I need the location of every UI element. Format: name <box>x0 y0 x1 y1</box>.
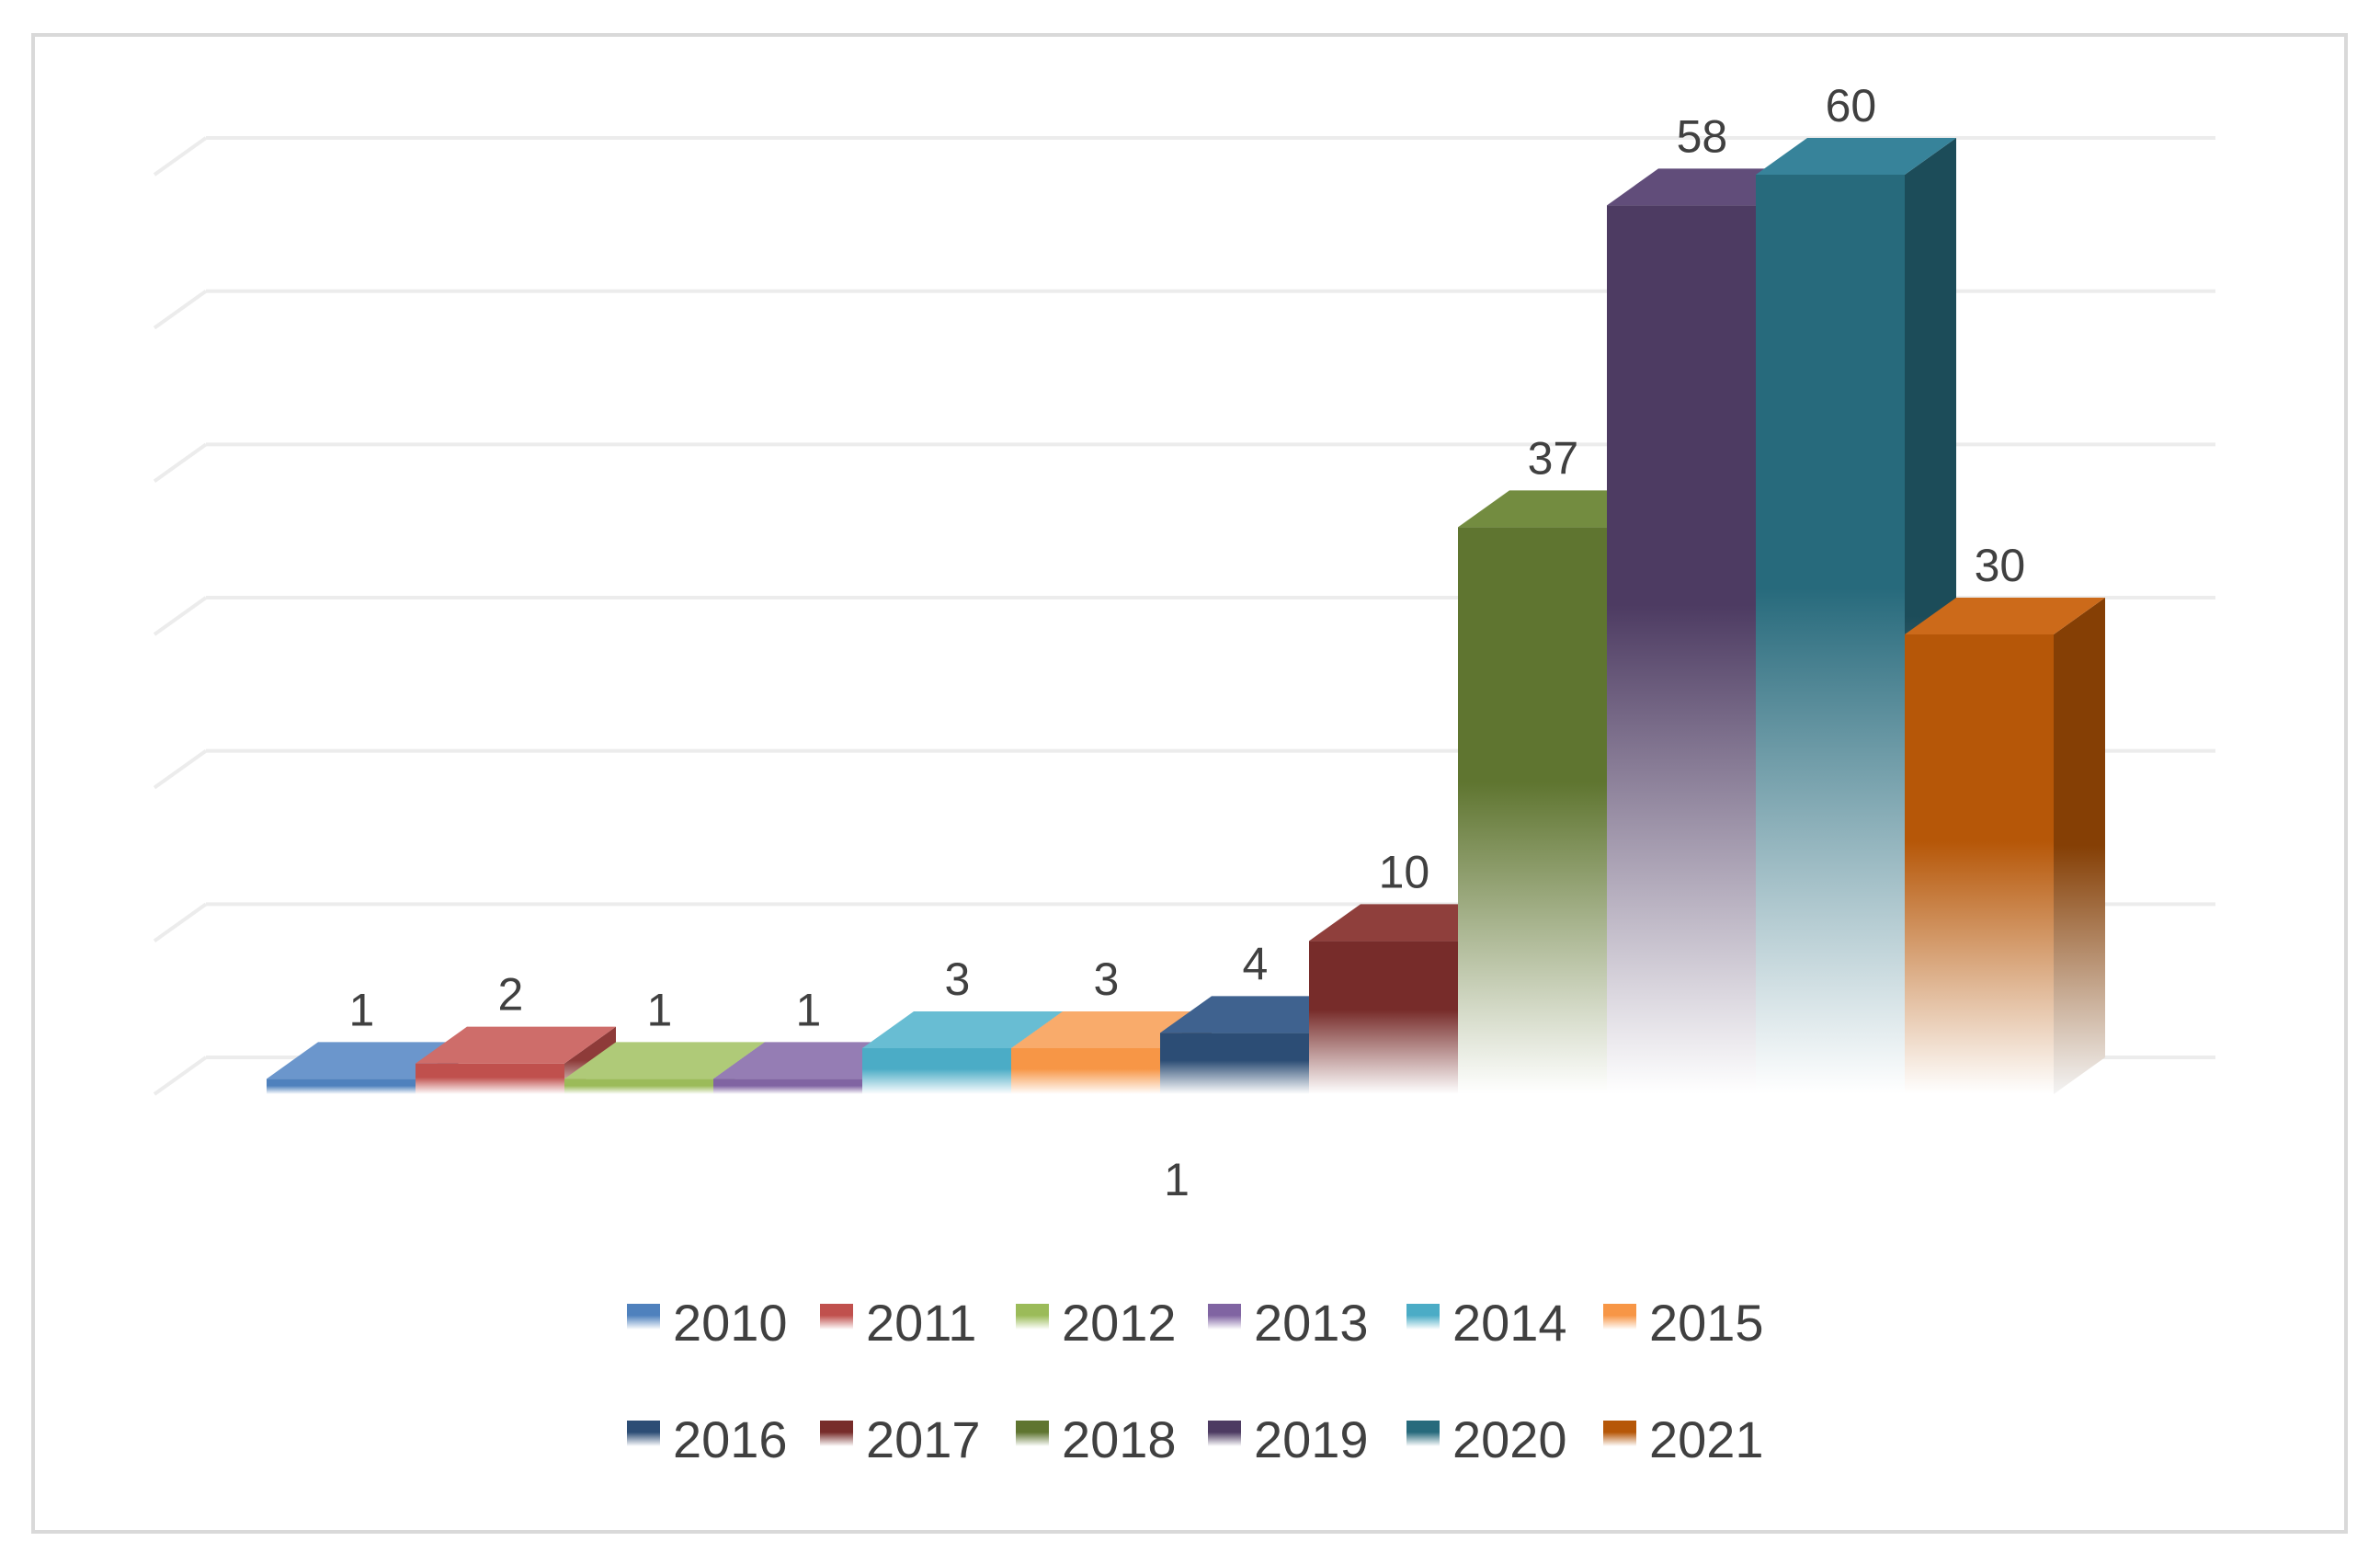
legend-swatch-2021 <box>1603 1421 1636 1446</box>
bar-front-2014 <box>862 1048 1011 1094</box>
value-labels: 1 2 1 1 3 3 4 10 37 58 60 30 <box>348 80 2025 1035</box>
gridline-depth <box>153 1056 208 1096</box>
legend-label-2017: 2017 <box>866 1410 981 1468</box>
legend-label-2020: 2020 <box>1452 1410 1567 1468</box>
legend-item-2017: 2017 <box>820 1410 981 1468</box>
legend-item-2012: 2012 <box>1016 1294 1177 1352</box>
legend-swatch-2010 <box>627 1304 660 1330</box>
legend-label-2015: 2015 <box>1649 1294 1764 1352</box>
bar-side-2021 <box>2054 598 2105 1094</box>
legend-label-2012: 2012 <box>1062 1294 1177 1352</box>
bar-top-2020 <box>1756 138 1956 175</box>
bar-front-2017 <box>1309 941 1458 1094</box>
legend-swatch-2015 <box>1603 1304 1636 1330</box>
legend-item-2020: 2020 <box>1406 1410 1567 1468</box>
legend-label-2010: 2010 <box>673 1294 788 1352</box>
bar-front-2010 <box>267 1079 416 1094</box>
gridline-depth <box>153 902 208 942</box>
bar-front-2020 <box>1756 175 1905 1094</box>
gridline-depth <box>153 442 208 483</box>
legend-label-2018: 2018 <box>1062 1410 1177 1468</box>
gridline-depth <box>153 136 208 177</box>
legend-swatch-2019 <box>1208 1421 1241 1446</box>
value-label-2012: 1 <box>646 984 672 1035</box>
value-label-2010: 1 <box>348 984 374 1035</box>
legend-label-2013: 2013 <box>1254 1294 1369 1352</box>
legend: 2010 2011 2012 2013 2014 2015 2016 2017 2018 2019… <box>627 1294 1764 1468</box>
bars <box>267 138 2105 1095</box>
value-label-2020: 60 <box>1826 80 1877 131</box>
legend-swatch-2014 <box>1406 1304 1440 1330</box>
gridline-depth <box>153 749 208 790</box>
legend-item-2018: 2018 <box>1016 1410 1177 1468</box>
value-label-2017: 10 <box>1379 846 1430 897</box>
value-label-2013: 1 <box>795 984 821 1035</box>
bar-top-2011 <box>416 1026 616 1064</box>
legend-item-2014: 2014 <box>1406 1294 1567 1352</box>
bar-front-2012 <box>564 1079 713 1094</box>
bar-front-2015 <box>1011 1048 1160 1094</box>
legend-label-2011: 2011 <box>866 1294 976 1352</box>
legend-swatch-2013 <box>1208 1304 1241 1330</box>
legend-swatch-2017 <box>820 1421 853 1446</box>
legend-swatch-2020 <box>1406 1421 1440 1446</box>
legend-swatch-2012 <box>1016 1304 1049 1330</box>
bar-2011 <box>416 1026 616 1094</box>
legend-swatch-2011 <box>820 1304 853 1330</box>
value-label-2014: 3 <box>944 953 970 1005</box>
value-label-2015: 3 <box>1093 953 1119 1005</box>
gridline-depth <box>153 290 208 330</box>
legend-label-2021: 2021 <box>1649 1410 1764 1468</box>
legend-label-2014: 2014 <box>1452 1294 1567 1352</box>
legend-item-2010: 2010 <box>627 1294 788 1352</box>
legend-swatch-2018 <box>1016 1421 1049 1446</box>
bar-front-2021 <box>1905 634 2054 1094</box>
legend-item-2011: 2011 <box>820 1294 976 1352</box>
bar-front-2011 <box>416 1063 564 1094</box>
legend-swatch-2016 <box>627 1421 660 1446</box>
value-label-2016: 4 <box>1242 938 1268 989</box>
bar-front-2019 <box>1607 205 1756 1095</box>
legend-item-2013: 2013 <box>1208 1294 1369 1352</box>
legend-item-2015: 2015 <box>1603 1294 1764 1352</box>
bar-2021 <box>1905 598 2105 1094</box>
value-label-2011: 2 <box>497 969 523 1021</box>
legend-item-2021: 2021 <box>1603 1410 1764 1468</box>
bar-top-2014 <box>862 1011 1063 1048</box>
legend-item-2019: 2019 <box>1208 1410 1369 1468</box>
bar-top-2012 <box>564 1042 765 1079</box>
gridline-depth <box>153 596 208 636</box>
value-label-2019: 58 <box>1677 110 1728 162</box>
value-label-2018: 37 <box>1528 432 1579 484</box>
legend-item-2016: 2016 <box>627 1410 788 1468</box>
bar-front-2016 <box>1160 1033 1309 1094</box>
bar-front-2013 <box>713 1079 862 1094</box>
bar-front-2018 <box>1458 527 1607 1094</box>
legend-label-2016: 2016 <box>673 1410 788 1468</box>
legend-label-2019: 2019 <box>1254 1410 1369 1468</box>
bar-top-2021 <box>1905 598 2105 634</box>
value-label-2021: 30 <box>1975 540 2026 591</box>
category-labels: 1 <box>1164 1154 1190 1205</box>
category-label: 1 <box>1164 1154 1190 1205</box>
